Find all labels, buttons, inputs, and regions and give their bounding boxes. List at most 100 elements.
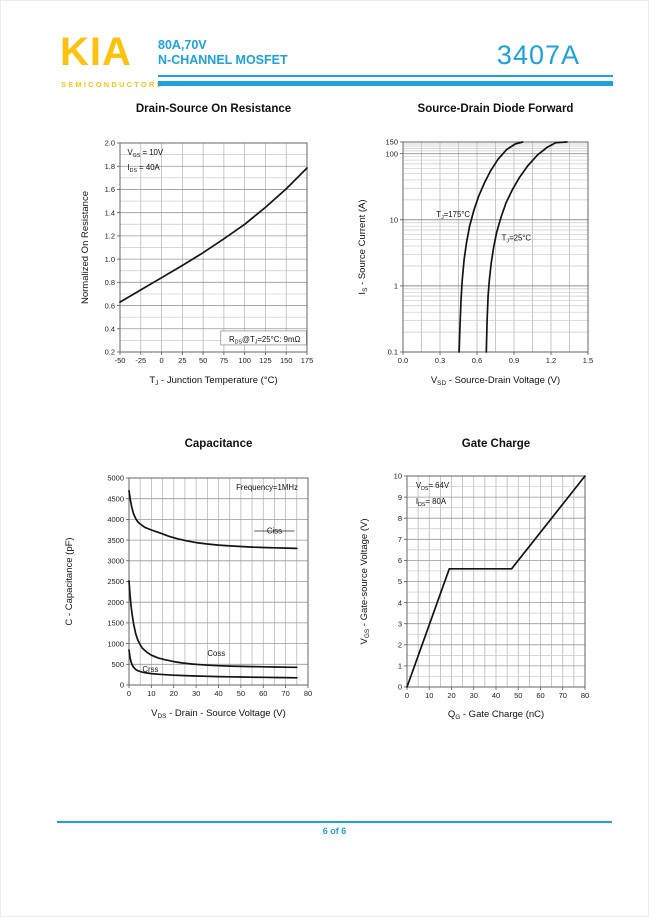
product-rating: 80A,70V — [158, 38, 207, 52]
x-tick-label: 70 — [281, 689, 289, 698]
y-tick-label: 1000 — [107, 639, 124, 648]
y-tick-label: 0 — [398, 683, 402, 692]
x-tick-label: 40 — [214, 689, 222, 698]
plot-frame — [119, 142, 308, 353]
y-tick-label: 1.0 — [105, 255, 115, 264]
footer-rule — [57, 821, 612, 823]
y-tick-label: 6 — [398, 556, 402, 565]
y-tick-label: 8 — [398, 514, 402, 523]
y-tick-label: 1 — [398, 662, 402, 671]
y-tick-label: 1.2 — [105, 232, 115, 241]
header-rule-thin — [158, 75, 613, 77]
x-tick-label: 40 — [492, 691, 500, 700]
curve-gate-charge-curve — [406, 475, 586, 688]
curve-tj-175c — [458, 141, 524, 353]
x-tick-label: 0.3 — [435, 356, 445, 365]
annotation: RDS@TJ=25°C: 9mΩ — [229, 335, 300, 346]
x-tick-label: 30 — [192, 689, 200, 698]
y-tick-label: 3500 — [107, 536, 124, 545]
curve-normalized-rds-on — [119, 167, 308, 303]
y-tick-label: 5 — [398, 577, 402, 586]
y-tick-label: 7 — [398, 535, 402, 544]
y-tick-label: 150 — [385, 138, 398, 147]
y-axis-label: IS - Source Current (A) — [357, 199, 369, 294]
y-tick-label: 4 — [398, 598, 402, 607]
y-tick-label: 2.0 — [105, 139, 115, 148]
y-tick-label: 0.1 — [388, 348, 398, 357]
y-tick-label: 2000 — [107, 598, 124, 607]
x-tick-label: 1.2 — [546, 356, 556, 365]
x-tick-label: 1.5 — [583, 356, 593, 365]
y-tick-label: 0 — [120, 681, 124, 690]
y-tick-label: 9 — [398, 493, 402, 502]
x-tick-label: 175 — [301, 356, 314, 365]
x-tick-label: 25 — [178, 356, 186, 365]
y-tick-label: 0.6 — [105, 301, 115, 310]
y-tick-label: 100 — [385, 149, 398, 158]
x-tick-label: 0.9 — [509, 356, 519, 365]
chart-canvas-capacitance: Capacitance 0 10 20 30 40 50 60 70 80 0 500 1000 1500… — [64, 438, 312, 720]
y-tick-label: 500 — [111, 660, 124, 669]
chart-title: Gate Charge — [462, 438, 530, 450]
y-tick-label: 1.8 — [105, 162, 115, 171]
y-tick-label: 4500 — [107, 494, 124, 503]
annotation: TJ=25°C — [502, 234, 532, 245]
x-tick-label: 0.6 — [472, 356, 482, 365]
annotation: Coss — [207, 649, 225, 658]
annotation: Frequency=1MHz — [236, 483, 298, 492]
x-tick-label: 50 — [199, 356, 207, 365]
y-axis-label: Normalized On Resistance — [80, 191, 91, 304]
y-axis-label: C - Capacitance (pF) — [64, 537, 75, 625]
chart-gate-charge: Gate Charge 0 10 20 30 40 50 60 70 80 0 1 2 3 4 5 6 7 8 9 10… — [325, 431, 649, 736]
chart-title: Drain-Source On Resistance — [136, 103, 291, 115]
product-type: N-CHANNEL MOSFET — [158, 53, 288, 67]
chart-canvas-rds: Drain-Source On Resistance -50 -25 0 25 50 75 1… — [80, 103, 314, 387]
annotation: Crss — [142, 665, 158, 674]
x-tick-label: -25 — [135, 356, 146, 365]
x-tick-label: 80 — [581, 691, 589, 700]
y-tick-label: 3000 — [107, 557, 124, 566]
y-tick-label: 2 — [398, 641, 402, 650]
product-summary: 80A,70V N-CHANNEL MOSFET — [158, 38, 288, 68]
x-tick-label: 60 — [259, 689, 267, 698]
x-tick-label: 20 — [447, 691, 455, 700]
y-axis-label: VGS - Gate-source Voltage (V) — [359, 518, 371, 644]
y-tick-label: 3 — [398, 619, 402, 628]
x-tick-label: 125 — [259, 356, 272, 365]
y-tick-label: 10 — [394, 472, 402, 481]
annotation: VDS= 64V — [416, 481, 450, 492]
x-axis-label: VDS - Drain - Source Voltage (V) — [151, 708, 286, 720]
y-tick-label: 0.8 — [105, 278, 115, 287]
annotation: TJ=175°C — [436, 210, 470, 221]
y-tick-label: 1.4 — [105, 208, 115, 217]
y-tick-label: 0.2 — [105, 348, 115, 357]
x-tick-label: 60 — [536, 691, 544, 700]
chart-capacitance: Capacitance 0 10 20 30 40 50 60 70 80 0 500 1000 1500… — [0, 431, 324, 736]
curve-crss — [128, 649, 298, 679]
y-tick-label: 1.6 — [105, 185, 115, 194]
x-tick-label: 150 — [280, 356, 293, 365]
x-axis-label: TJ - Junction Temperature (°C) — [149, 375, 277, 387]
y-tick-label: 1 — [394, 282, 398, 291]
plot-frame — [402, 141, 589, 353]
chart-canvas-gate-charge: Gate Charge 0 10 20 30 40 50 60 70 80 0 1 2 3 4 5 6 7 8 9 10… — [359, 438, 589, 721]
x-tick-label: 100 — [238, 356, 251, 365]
curve-ciss — [128, 489, 298, 550]
x-tick-label: 75 — [220, 356, 228, 365]
y-tick-label: 0.4 — [105, 324, 115, 333]
annotation: IDS= 80A — [416, 497, 447, 508]
x-tick-label: 70 — [559, 691, 567, 700]
x-tick-label: 30 — [470, 691, 478, 700]
kia-logo-text: KIA — [60, 30, 132, 74]
annotation-box — [220, 330, 307, 346]
x-tick-label: 80 — [304, 689, 312, 698]
curve-tj-25c — [485, 141, 568, 353]
x-tick-label: 10 — [425, 691, 433, 700]
chart-source-drain-diode-forward: Source-Drain Diode Forward 0.0 0.3 0.6 0.9 1.… — [325, 96, 649, 419]
chart-title: Source-Drain Diode Forward — [418, 103, 574, 115]
x-tick-label: 0 — [159, 356, 163, 365]
x-tick-label: 20 — [170, 689, 178, 698]
chart-title: Capacitance — [185, 438, 253, 450]
x-tick-label: 50 — [237, 689, 245, 698]
